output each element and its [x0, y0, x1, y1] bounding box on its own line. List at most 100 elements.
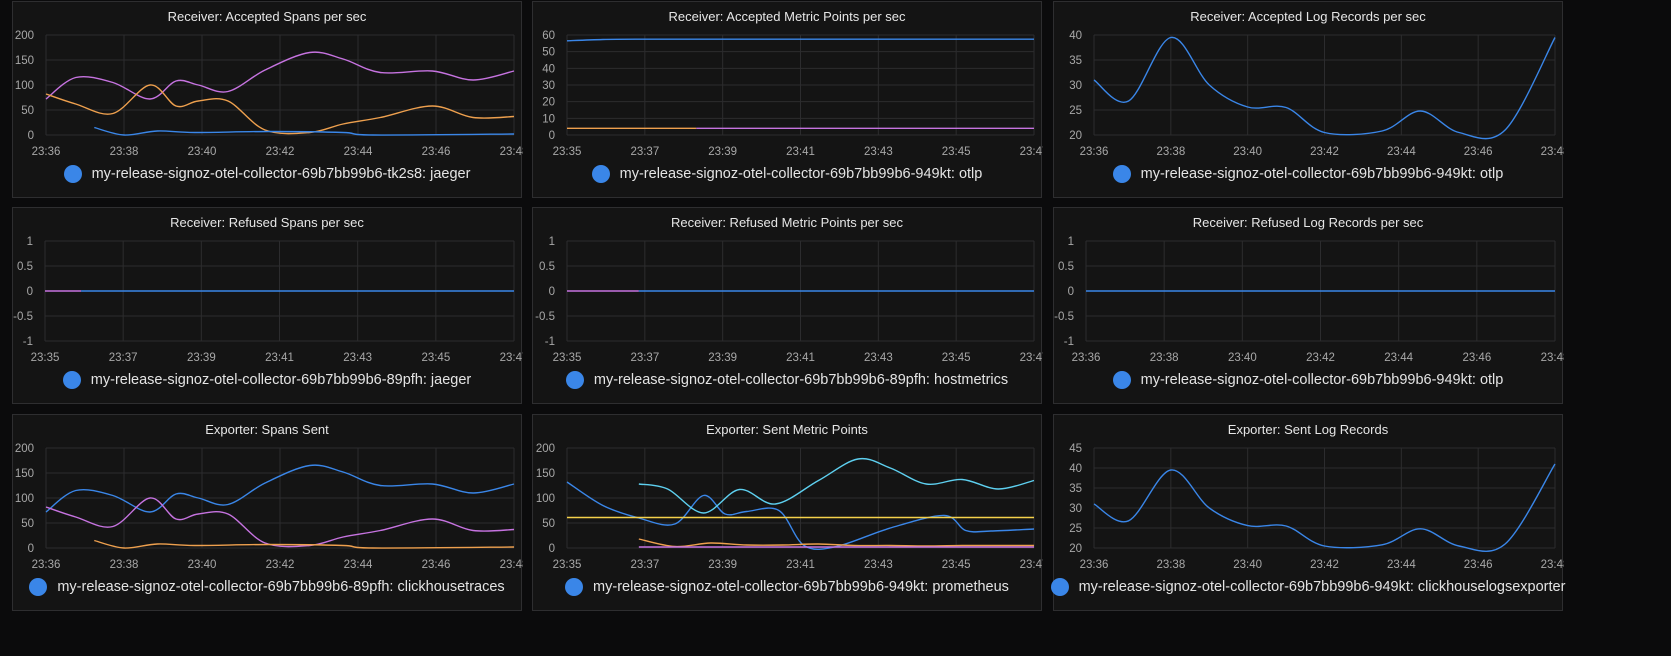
- panel-refused-log-records[interactable]: Receiver: Refused Log Records per sec 1 0.…: [1053, 207, 1564, 404]
- legend-series-label[interactable]: my-release-signoz-otel-collector-69b7bb9…: [1078, 579, 1566, 595]
- y-tick-label: 40: [1069, 463, 1082, 475]
- y-tick-label: -0.5: [535, 311, 555, 323]
- legend-series-label[interactable]: my-release-signoz-otel-collector-69b7bb9…: [593, 579, 1009, 595]
- x-tick-label: 23:40: [1233, 559, 1262, 571]
- x-tick-label: 23:38: [110, 559, 139, 571]
- panel-sent-metric-points[interactable]: Exporter: Sent Metric Points 200 150 100 50 0…: [532, 414, 1043, 611]
- y-tick-label: 0: [549, 543, 555, 555]
- series-line-3: [638, 538, 1034, 548]
- legend: my-release-signoz-otel-collector-69b7bb9…: [13, 371, 521, 389]
- y-tick-label: 40: [1069, 30, 1082, 42]
- series-line-0: [1093, 463, 1556, 553]
- legend-color-icon[interactable]: [1112, 371, 1131, 389]
- legend-series-label[interactable]: my-release-signoz-otel-collector-69b7bb9…: [619, 166, 983, 182]
- panel-accepted-log-records[interactable]: Receiver: Accepted Log Records per sec 40…: [1053, 1, 1564, 198]
- x-tick-label: 23:38: [1156, 146, 1185, 158]
- legend-color-icon[interactable]: [565, 578, 584, 596]
- x-tick-label: 23:47: [1020, 146, 1043, 158]
- x-tick-label: 23:44: [344, 559, 373, 571]
- x-tick-label: 23:46: [1464, 559, 1493, 571]
- legend: my-release-signoz-otel-collector-69b7bb9…: [13, 578, 521, 596]
- x-tick-label: 23:36: [1080, 559, 1109, 571]
- y-tick-label: 0: [549, 286, 555, 298]
- x-tick-label: 23:48: [1541, 559, 1564, 571]
- y-tick-label: 150: [15, 468, 34, 480]
- panel-title: Receiver: Refused Spans per sec: [170, 215, 364, 230]
- panel-refused-spans[interactable]: Receiver: Refused Spans per sec 1 0.5 0 -0.5…: [12, 207, 523, 404]
- x-tick-label: 23:44: [1387, 146, 1416, 158]
- x-tick-label: 23:35: [553, 352, 582, 364]
- legend-color-icon[interactable]: [63, 165, 82, 183]
- y-tick-label: 1: [1068, 236, 1074, 248]
- legend-color-icon[interactable]: [565, 371, 584, 389]
- y-tick-label: 0.5: [539, 261, 555, 273]
- chart-svg: 200 150 100 50 0 23:35 23:37 23:39 23:41 23:43 23:…: [536, 443, 1043, 571]
- panel-title: Exporter: Sent Metric Points: [706, 422, 868, 437]
- x-tick-label: 23:38: [1156, 559, 1185, 571]
- y-tick-label: -1: [23, 336, 33, 348]
- legend: my-release-signoz-otel-collector-69b7bb9…: [13, 165, 521, 183]
- x-tick-label: 23:44: [1387, 559, 1416, 571]
- y-tick-label: 20: [1069, 543, 1082, 555]
- legend-series-label[interactable]: my-release-signoz-otel-collector-69b7bb9…: [1140, 372, 1504, 388]
- x-tick-label: 23:39: [708, 146, 737, 158]
- x-tick-label: 23:40: [1233, 146, 1262, 158]
- x-tick-label: 23:43: [864, 559, 893, 571]
- series-line-0: [566, 38, 1034, 42]
- legend-series-label[interactable]: my-release-signoz-otel-collector-69b7bb9…: [91, 166, 471, 182]
- y-tick-label: 10: [542, 113, 555, 125]
- legend-color-icon[interactable]: [591, 165, 610, 183]
- legend: my-release-signoz-otel-collector-69b7bb9…: [1050, 578, 1565, 596]
- y-tick-label: 35: [1069, 483, 1082, 495]
- series-line-2: [94, 539, 515, 549]
- x-tick-label: 23:42: [1310, 146, 1339, 158]
- y-tick-label: 200: [15, 443, 34, 455]
- y-tick-label: 0: [1068, 286, 1074, 298]
- chart-svg: 45 40 35 30 25 20 23:36 23:38 23:40 23:42 23:44 23:…: [1069, 443, 1564, 571]
- x-tick-label: 23:42: [266, 559, 295, 571]
- x-tick-label: 23:36: [32, 559, 61, 571]
- x-tick-label: 23:40: [1228, 352, 1257, 364]
- y-tick-label: 200: [536, 443, 555, 455]
- x-tick-label: 23:40: [188, 559, 217, 571]
- legend-series-label[interactable]: my-release-signoz-otel-collector-69b7bb9…: [57, 579, 505, 595]
- x-tick-label: 23:44: [344, 146, 373, 158]
- x-tick-label: 23:42: [266, 146, 295, 158]
- y-tick-label: 200: [15, 30, 34, 42]
- y-tick-label: 0: [28, 543, 34, 555]
- legend-series-label[interactable]: my-release-signoz-otel-collector-69b7bb9…: [1140, 166, 1504, 182]
- panel-refused-metric-points[interactable]: Receiver: Refused Metric Points per sec 1…: [532, 207, 1043, 404]
- series-line-1: [45, 497, 515, 548]
- series-line-0: [45, 51, 515, 100]
- x-tick-label: 23:43: [864, 146, 893, 158]
- panel-sent-log-records[interactable]: Exporter: Sent Log Records 45 40 35 30 25 20 23…: [1050, 414, 1565, 611]
- x-tick-label: 23:47: [500, 352, 523, 364]
- series-line-0: [45, 464, 515, 513]
- x-tick-label: 23:40: [188, 146, 217, 158]
- panel-title: Exporter: Spans Sent: [205, 422, 329, 437]
- x-tick-label: 23:37: [630, 146, 659, 158]
- y-tick-label: 40: [542, 63, 555, 75]
- panel-title: Exporter: Sent Log Records: [1227, 422, 1389, 437]
- legend: my-release-signoz-otel-collector-69b7bb9…: [533, 578, 1041, 596]
- series-line-2: [94, 126, 515, 136]
- legend-color-icon[interactable]: [29, 578, 48, 596]
- legend-color-icon[interactable]: [62, 371, 81, 389]
- legend-color-icon[interactable]: [1050, 578, 1069, 596]
- panel-accepted-metric-points[interactable]: Receiver: Accepted Metric Points per sec…: [532, 1, 1043, 198]
- x-tick-label: 23:46: [422, 559, 451, 571]
- x-tick-label: 23:36: [1080, 146, 1109, 158]
- y-tick-label: 50: [21, 105, 34, 117]
- x-tick-label: 23:45: [421, 352, 450, 364]
- y-tick-label: 50: [542, 47, 555, 59]
- legend-color-icon[interactable]: [1112, 165, 1131, 183]
- panel-accepted-spans[interactable]: Receiver: Accepted Spans per sec 200 150 10…: [12, 1, 523, 198]
- legend-series-label[interactable]: my-release-signoz-otel-collector-69b7bb9…: [593, 372, 1009, 388]
- panel-spans-sent[interactable]: Exporter: Spans Sent 200 150 100 50 0 23:36 23:…: [12, 414, 523, 611]
- y-tick-label: 50: [542, 518, 555, 530]
- legend: my-release-signoz-otel-collector-69b7bb9…: [1054, 165, 1562, 183]
- panel-title: Receiver: Accepted Log Records per sec: [1190, 9, 1426, 24]
- x-tick-label: 23:43: [864, 352, 893, 364]
- legend-series-label[interactable]: my-release-signoz-otel-collector-69b7bb9…: [90, 372, 472, 388]
- x-tick-label: 23:48: [1541, 352, 1564, 364]
